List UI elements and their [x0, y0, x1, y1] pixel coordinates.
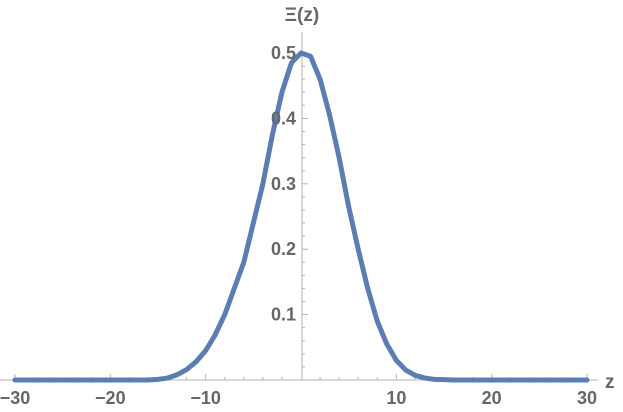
x-tick-label: 20	[482, 388, 502, 408]
labels: −30 −20 −10 10 20 30 0.1 0.2 0.3 0.4 0.5 Ξ(z) z	[0, 5, 615, 408]
y-tick-label: 0.3	[271, 174, 296, 194]
y-tick-label: 0.1	[271, 305, 296, 325]
x-tick-label: −30	[0, 388, 30, 408]
x-tick-label: 10	[386, 388, 406, 408]
x-tick-label: −20	[95, 388, 126, 408]
series	[12, 50, 590, 383]
x-tick-label: 30	[577, 388, 597, 408]
y-tick-label: 0.4	[271, 108, 296, 128]
axes	[0, 32, 598, 381]
y-axis-label: Ξ(z)	[285, 5, 319, 26]
x-axis-label: z	[605, 372, 615, 393]
y-tick-label: 0.5	[271, 43, 296, 63]
ticks	[14, 52, 588, 380]
y-tick-label: 0.2	[271, 239, 296, 259]
x-tick-label: −10	[190, 388, 221, 408]
series-line	[12, 50, 590, 383]
